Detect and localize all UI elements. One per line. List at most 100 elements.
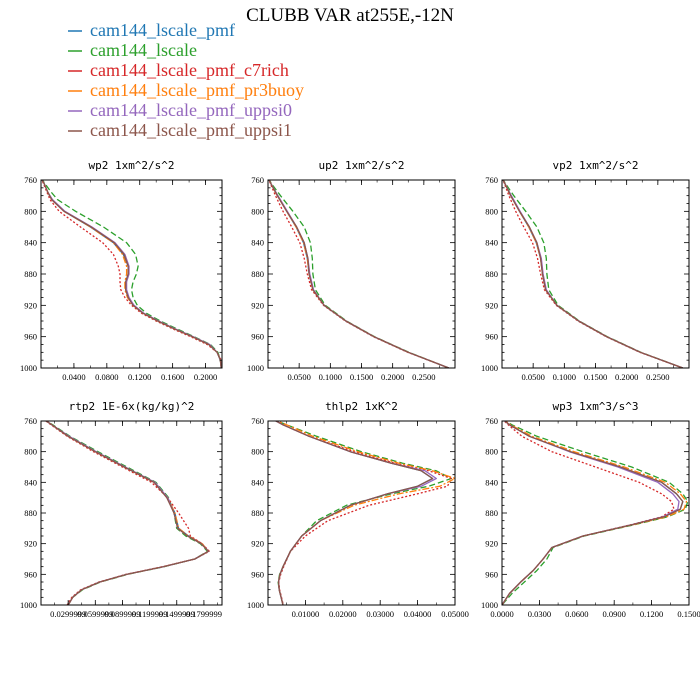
y-tick-label: 920 <box>251 539 264 549</box>
y-tick-label: 760 <box>485 416 498 426</box>
panel-title: up2 1xm^2/s^2 <box>318 159 404 172</box>
series-line-3 <box>45 421 210 605</box>
x-tick-label: 0.0800 <box>95 372 118 382</box>
series-line-3 <box>268 180 450 368</box>
series-line-5 <box>45 421 210 605</box>
legend-label-4: cam144_lscale_pmf_uppsi0 <box>90 100 292 120</box>
panel-title: wp3 1xm^3/s^3 <box>552 400 638 413</box>
x-tick-label: 0.1000 <box>319 372 342 382</box>
x-tick-label: 0.2000 <box>615 372 638 382</box>
x-tick-label: 0.1500 <box>350 372 373 382</box>
y-tick-label: 840 <box>24 477 37 487</box>
y-tick-label: 1000 <box>20 363 37 373</box>
series-line-5 <box>502 421 684 605</box>
series-group <box>274 421 455 605</box>
series-group <box>502 180 684 368</box>
y-tick-label: 1000 <box>247 600 264 610</box>
series-line-3 <box>275 421 455 605</box>
panel-2: vp2 1xm^2/s^2 760 800 840 880 920 960 1000 0.050… <box>481 159 690 382</box>
y-tick-label: 920 <box>485 539 498 549</box>
series-line-0 <box>45 421 210 605</box>
panel-title: wp2 1xm^2/s^2 <box>88 159 174 172</box>
plot-frame <box>267 179 456 369</box>
series-line-2 <box>502 180 684 368</box>
y-tick-label: 800 <box>485 447 498 457</box>
x-tick-label: 0.0400 <box>62 372 85 382</box>
x-tick-label: 0.03000 <box>366 609 394 619</box>
y-tick-label: 960 <box>485 332 498 342</box>
x-tick-label: 0.2500 <box>646 372 669 382</box>
x-tick-label: 0.2500 <box>412 372 435 382</box>
y-tick-label: 880 <box>485 269 498 279</box>
legend-label-2: cam144_lscale_pmf_c7rich <box>90 60 289 80</box>
y-tick-label: 960 <box>251 569 264 579</box>
panel-3: rtp2 1E-6x(kg/kg)^2 760 800 840 880 920 960 100… <box>20 400 223 619</box>
y-tick-label: 960 <box>24 332 37 342</box>
x-tick-label: 0.1199999 <box>132 609 168 619</box>
series-group <box>268 180 450 368</box>
y-tick-label: 800 <box>251 206 264 216</box>
y-tick-label: 1000 <box>20 600 37 610</box>
series-line-4 <box>274 421 437 605</box>
y-tick-label: 880 <box>251 269 264 279</box>
series-line-2 <box>268 180 450 368</box>
series-line-1 <box>45 421 209 605</box>
y-tick-label: 760 <box>24 416 37 426</box>
series-line-1 <box>502 421 689 605</box>
series-line-5 <box>268 180 450 368</box>
y-tick-label: 760 <box>485 175 498 185</box>
y-tick-label: 960 <box>485 569 498 579</box>
series-line-5 <box>274 421 434 605</box>
y-tick-label: 1000 <box>247 363 264 373</box>
panel-5: wp3 1xm^3/s^3 760 800 840 880 920 960 10000.000… <box>481 400 700 619</box>
x-tick-label: 0.1200 <box>128 372 151 382</box>
series-group <box>502 421 689 605</box>
y-tick-label: 880 <box>485 508 498 518</box>
y-tick-label: 840 <box>251 238 264 248</box>
legend-label-5: cam144_lscale_pmf_uppsi1 <box>90 120 292 140</box>
series-line-2 <box>44 421 210 605</box>
plot-frame <box>40 179 223 369</box>
legend: cam144_lscale_pmfcam144_lscalecam144_lsc… <box>68 20 304 140</box>
series-line-4 <box>502 180 684 368</box>
x-tick-label: 0.0599999 <box>77 609 113 619</box>
y-tick-label: 1000 <box>481 600 498 610</box>
x-tick-label: 0.02000 <box>329 609 357 619</box>
y-tick-label: 960 <box>24 569 37 579</box>
plot-frame <box>267 420 456 606</box>
series-group <box>41 180 222 368</box>
x-tick-label: 0.0500 <box>287 372 310 382</box>
figure-title: CLUBB VAR at255E,-12N <box>246 5 454 26</box>
y-tick-label: 800 <box>485 206 498 216</box>
x-tick-label: 0.2000 <box>194 372 217 382</box>
series-line-1 <box>502 180 684 368</box>
series-line-3 <box>502 180 684 368</box>
y-tick-label: 800 <box>251 447 264 457</box>
series-group <box>44 421 210 605</box>
series-line-2 <box>41 180 222 368</box>
panel-4: thlp2 1xK^2 760 800 840 880 920 960 1000 0.01000… <box>247 400 469 619</box>
legend-label-3: cam144_lscale_pmf_pr3buoy <box>90 80 304 100</box>
x-tick-label: 0.1200 <box>640 609 663 619</box>
x-tick-label: 0.0300 <box>528 609 551 619</box>
x-tick-label: 0.0500 <box>521 372 544 382</box>
series-line-0 <box>268 180 450 368</box>
series-line-2 <box>502 421 675 605</box>
series-line-1 <box>275 421 452 605</box>
y-tick-label: 920 <box>24 300 37 310</box>
legend-label-0: cam144_lscale_pmf <box>90 20 235 40</box>
x-tick-label: 0.0900 <box>603 609 626 619</box>
series-line-4 <box>502 421 680 605</box>
x-tick-label: 0.04000 <box>404 609 432 619</box>
y-tick-label: 920 <box>24 539 37 549</box>
y-tick-label: 800 <box>24 206 37 216</box>
y-tick-label: 760 <box>24 175 37 185</box>
series-line-1 <box>268 180 450 368</box>
x-tick-label: 0.2000 <box>381 372 404 382</box>
panel-title: vp2 1xm^2/s^2 <box>552 159 638 172</box>
plot-frame <box>501 179 690 369</box>
x-tick-label: 0.0000 <box>490 609 513 619</box>
panel-title: rtp2 1E-6x(kg/kg)^2 <box>69 400 195 413</box>
legend-label-1: cam144_lscale <box>90 40 197 60</box>
